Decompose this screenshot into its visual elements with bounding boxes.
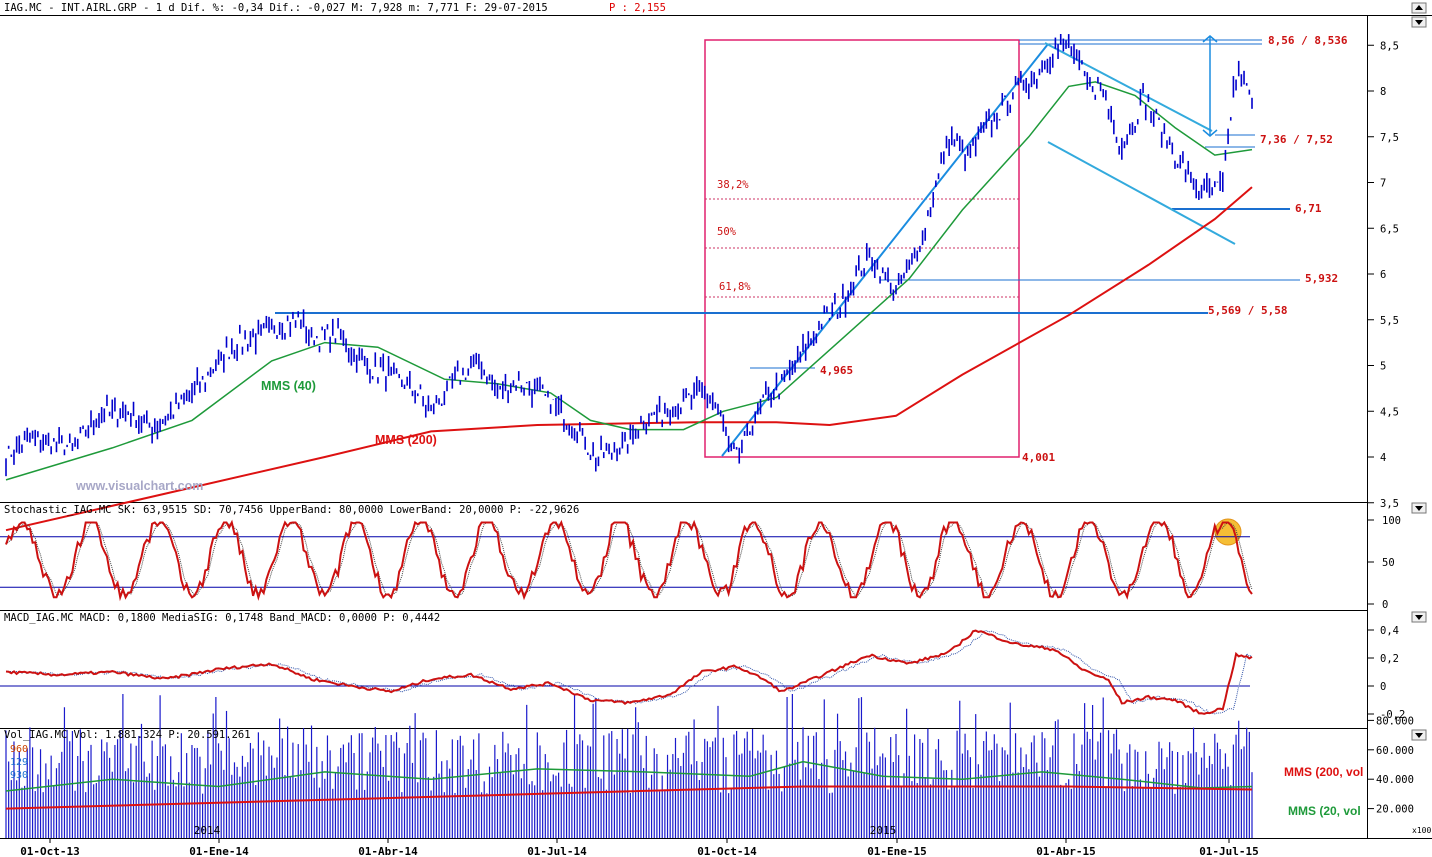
legend-mms200: MMS (200) xyxy=(375,433,437,447)
annotation-5932: 5,932 xyxy=(1305,272,1338,285)
price-panel-scroll-down-button[interactable] xyxy=(1411,16,1427,28)
stochastic-header: Stochastic_IAG.MC SK: 63,9515 SD: 70,745… xyxy=(4,504,579,516)
annotation-low-4001: 4,001 xyxy=(1022,451,1055,464)
x-axis-label: 01-Ene-15 xyxy=(867,845,927,857)
price-axis-label: 6,5 xyxy=(1380,223,1399,235)
annotation-support-671: 6,71 xyxy=(1295,202,1322,215)
x-axis-label: 01-Jul-14 xyxy=(527,845,587,857)
fib-382-label: 38,2% xyxy=(717,179,749,191)
legend-mms200-vol: MMS (200, vol xyxy=(1284,765,1363,779)
price-axis-label: 7,5 xyxy=(1380,132,1399,144)
fib-618-label: 61,8% xyxy=(719,281,751,293)
annotation-4965: 4,965 xyxy=(820,364,853,377)
chart-header: IAG.MC - INT.AIRL.GRP - 1 d Dif. %: -0,3… xyxy=(4,2,548,14)
macd-scroll-button[interactable] xyxy=(1411,611,1427,623)
price-annotations: 8,56 / 8,536 7,36 / 7,52 6,71 5,932 5,56… xyxy=(717,34,1348,464)
annotation-5569: 5,569 / 5,58 xyxy=(1208,304,1287,317)
price-axis-label: 6 xyxy=(1380,269,1386,281)
stochastic-axis-label: 0 xyxy=(1382,599,1388,611)
legend-mms20-vol: MMS (20, vol xyxy=(1288,804,1361,818)
legend-mms40: MMS (40) xyxy=(261,379,316,393)
price-bars xyxy=(5,33,1253,477)
fib-50-label: 50% xyxy=(717,226,737,238)
macd-axis-label: -0,2 xyxy=(1380,709,1405,721)
volume-average-lines xyxy=(5,760,1253,810)
price-panel-scroll-up-button[interactable] xyxy=(1411,2,1427,14)
price-axis-label: 3,5 xyxy=(1380,498,1399,510)
volume-axis-label: 20.000 xyxy=(1376,804,1414,816)
volume-axis-label: 40.000 xyxy=(1376,774,1414,786)
stochastic-axis-label: 100 xyxy=(1382,515,1401,527)
macd-axis-label: 0 xyxy=(1380,681,1386,693)
mms40-line xyxy=(5,81,1253,481)
price-axis-label: 5 xyxy=(1380,361,1386,373)
price-panel xyxy=(5,33,1300,532)
stochastic-sk-line xyxy=(5,519,1253,602)
macd-axis-label: 0,4 xyxy=(1380,625,1399,637)
volume-param-1: 960 xyxy=(10,744,28,755)
mms200-line xyxy=(5,186,1253,532)
panel-frames xyxy=(0,15,1432,839)
x-axis-label: 01-Abr-14 xyxy=(358,845,418,857)
x-axis-label: 01-Ene-14 xyxy=(189,845,249,857)
volume-axis-label: 80.000 xyxy=(1376,715,1414,727)
year-label: 2015 xyxy=(870,824,897,837)
volume-axis-label: 60.000 xyxy=(1376,745,1414,757)
stochastic-sd-line xyxy=(5,521,1253,599)
volume-header: Vol_IAG.MC Vol: 1.881.324 P: 20.591.261 xyxy=(4,729,251,741)
arrow-up-icon xyxy=(1415,5,1423,10)
x-axis-label: 01-Jul-15 xyxy=(1199,845,1259,857)
stochastic-axis-label: 50 xyxy=(1382,557,1395,569)
volume-mms200-line xyxy=(5,785,1253,810)
year-label: 2014 xyxy=(194,824,221,837)
annotation-gap: 7,36 / 7,52 xyxy=(1260,133,1333,146)
channel-upper-line xyxy=(1044,42,1213,132)
arrow-down-icon xyxy=(1415,733,1423,738)
macd-line xyxy=(5,629,1253,715)
volume-bars xyxy=(5,693,1253,838)
arrow-down-icon xyxy=(1415,615,1423,620)
price-axis-label: 8 xyxy=(1380,86,1386,98)
x-axis-label: 01-Oct-14 xyxy=(697,845,757,857)
price-axis-label: 5,5 xyxy=(1380,315,1399,327)
x-axis-label: 01-Oct-13 xyxy=(20,845,80,857)
macd-panel xyxy=(0,629,1253,715)
arrow-down-icon xyxy=(1415,20,1423,25)
chart-header-p: P : 2,155 xyxy=(609,2,666,14)
stochastic-scroll-button[interactable] xyxy=(1411,502,1427,514)
annotation-high: 8,56 / 8,536 xyxy=(1268,34,1348,47)
stochastic-panel xyxy=(0,518,1253,602)
volume-param-2: 129 xyxy=(10,757,28,768)
price-axis-label: 7 xyxy=(1380,178,1386,190)
macd-header: MACD_IAG.MC MACD: 0,1800 MediaSIG: 0,174… xyxy=(4,612,440,624)
price-axis-label: 4 xyxy=(1380,452,1386,464)
price-axis-label: 4,5 xyxy=(1380,406,1399,418)
macd-axis-label: 0,2 xyxy=(1380,653,1399,665)
volume-mms20-line xyxy=(5,760,1253,792)
volume-multiplier: x100 xyxy=(1412,826,1431,835)
price-axis-label: 8,5 xyxy=(1380,40,1399,52)
volume-scroll-button[interactable] xyxy=(1411,729,1427,741)
arrow-down-icon xyxy=(1415,506,1423,511)
scroll-controls xyxy=(1411,2,1427,741)
axes: 8,5 8 7,5 7 6,5 6 5,5 5 4,5 4 3,5 100 50 0 0,4 0,2 0 -0,2… xyxy=(20,40,1414,857)
watermark: www.visualchart.com xyxy=(75,479,203,493)
volume-param-3: 930 xyxy=(10,770,28,781)
x-axis-label: 01-Abr-15 xyxy=(1036,845,1096,857)
measure-arrow-heads xyxy=(1202,35,1218,137)
